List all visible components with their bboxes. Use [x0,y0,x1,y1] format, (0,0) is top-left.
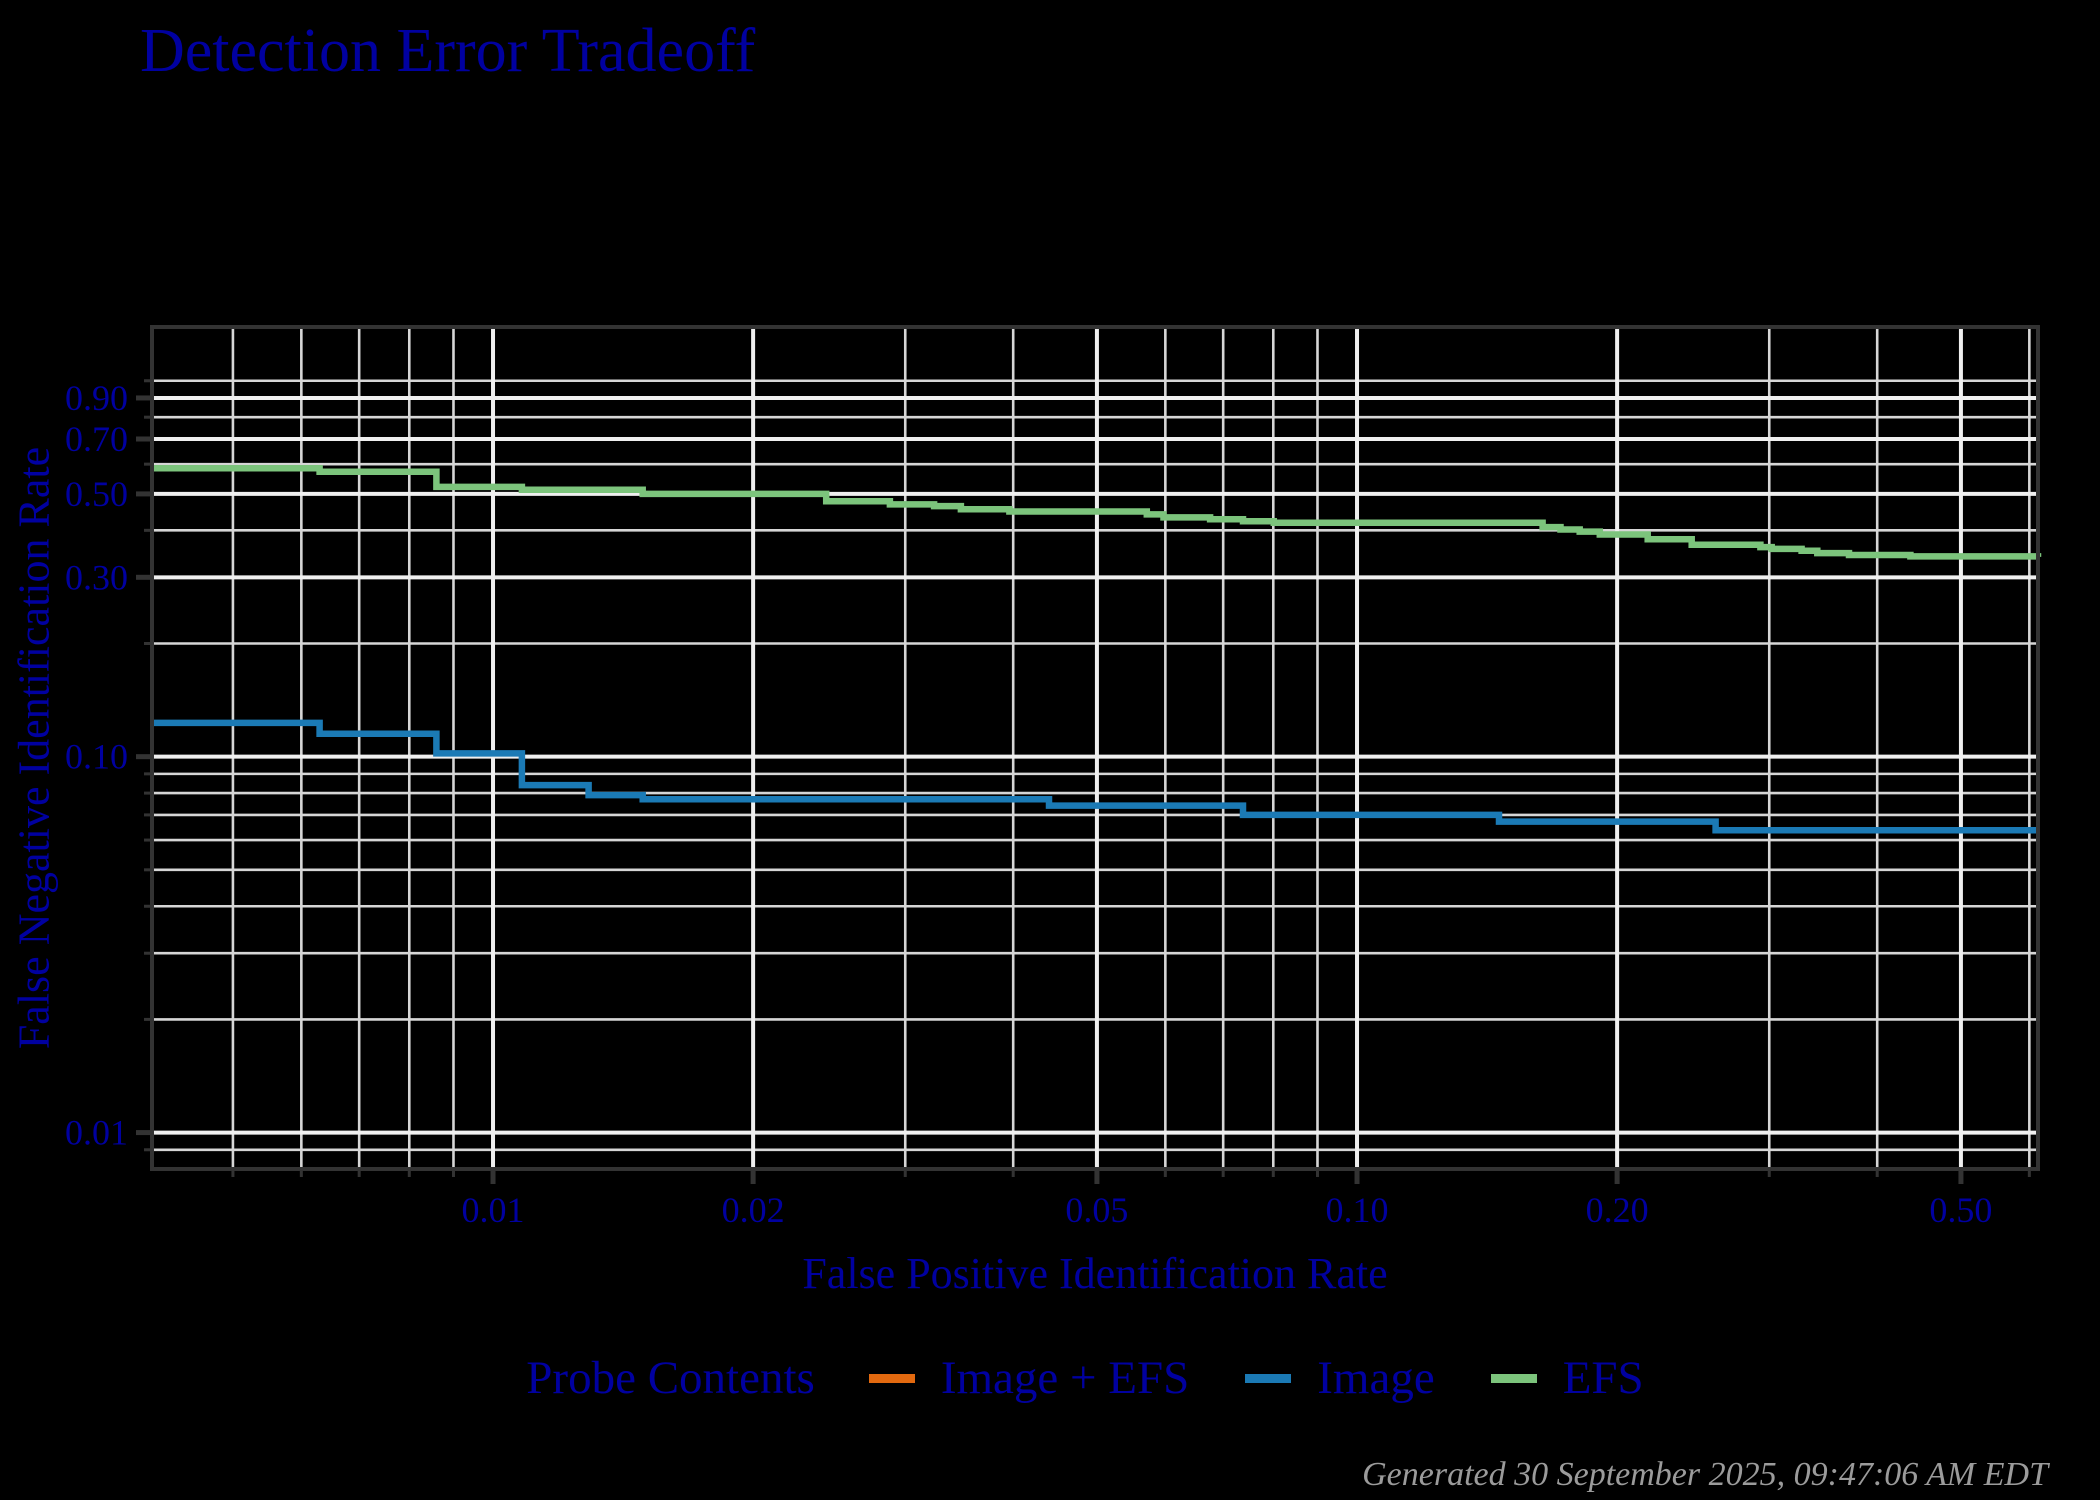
legend-item-efs: EFS [1490,1351,1644,1405]
legend-items: Image + EFS Image EFS [868,1351,1644,1405]
page-title: Detection Error Tradeoff [140,17,756,85]
x-tick-label: 0.05 [1065,1190,1128,1230]
x-tick-label: 0.20 [1586,1190,1649,1230]
generated-timestamp: Generated 30 September 2025, 09:47:06 AM… [1362,1456,2048,1493]
x-tick-label: 0.50 [1929,1190,1992,1230]
legend-key-line-icon [868,1373,915,1383]
x-axis-title: False Positive Identification Rate [802,1249,1388,1298]
legend: Probe Contents Image + EFS Image EFS [0,1342,2100,1414]
legend-item-image-efs: Image + EFS [868,1351,1190,1405]
y-tick-label: 0.10 [65,737,128,777]
y-axis-title: False Negative Identification Rate [9,446,59,1050]
series-lines [152,465,2042,834]
legend-key-line-icon [1245,1373,1292,1383]
y-tick-label: 0.30 [65,557,128,597]
legend-item-label: Image + EFS [940,1352,1190,1404]
y-tick-label: 0.50 [65,474,128,514]
series-line-image [152,719,2038,834]
legend-item-label: EFS [1562,1352,1644,1404]
x-tick-label: 0.10 [1326,1190,1389,1230]
axis-ticks [136,379,2031,1184]
x-tick-label: 0.01 [462,1190,525,1230]
y-tick-label: 0.90 [65,378,128,418]
x-tick-labels: 0.01 0.02 0.05 0.10 0.20 0.50 [462,1190,1993,1230]
legend-key-line-icon [1490,1373,1537,1383]
y-tick-labels: 0.900.70 0.50 0.30 0.10 0.01 [65,378,128,1153]
legend-title: Probe Contents [526,1352,815,1404]
grid-major [152,327,2038,1169]
legend-item-label: Image [1317,1352,1435,1404]
x-tick-label: 0.02 [722,1190,785,1230]
series-line-efs [152,465,2042,560]
y-tick-label: 0.01 [65,1113,128,1153]
legend-item-image: Image [1245,1351,1435,1405]
y-tick-label: 0.70 [65,419,128,459]
